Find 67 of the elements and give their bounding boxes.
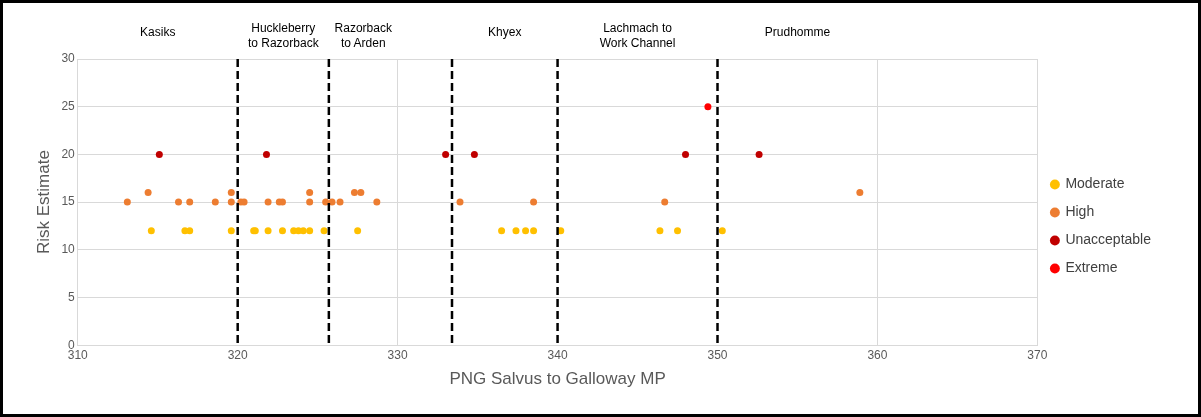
- point: [211, 198, 219, 206]
- y-tick-label: 30: [61, 51, 76, 66]
- point: [498, 227, 506, 235]
- point: [656, 227, 664, 235]
- point: [674, 227, 682, 235]
- point: [306, 227, 314, 235]
- point: [456, 198, 464, 206]
- text: Khyex: [488, 25, 522, 40]
- point: [227, 227, 235, 235]
- point: [306, 189, 314, 197]
- point: [718, 227, 726, 235]
- point: [155, 150, 163, 158]
- legend-label: High: [1065, 203, 1095, 220]
- x-tick-label: 350: [707, 347, 728, 362]
- point: [856, 189, 864, 197]
- point: [530, 227, 538, 235]
- point: [186, 198, 194, 206]
- point: [147, 227, 155, 235]
- y-axis-title: Risk Estimate: [33, 150, 53, 255]
- y-tick-label: 20: [61, 146, 76, 161]
- legend-label: Moderate: [1065, 175, 1125, 192]
- point: [320, 227, 328, 235]
- point: [350, 189, 358, 197]
- x-tick-label: 360: [867, 347, 888, 362]
- point: [470, 150, 478, 158]
- x-tick-label: 340: [547, 347, 568, 362]
- point: [530, 198, 538, 206]
- text: Prudhomme: [764, 25, 831, 40]
- point: [661, 198, 669, 206]
- y-tick-label: 10: [61, 242, 76, 257]
- point: [522, 227, 530, 235]
- point: [264, 198, 272, 206]
- point: [512, 227, 520, 235]
- x-tick-label: 370: [1027, 347, 1048, 362]
- point: [227, 198, 235, 206]
- text: Razorback to Arden: [334, 21, 393, 51]
- text: Lachmach to Work Channel: [599, 21, 676, 51]
- point: [264, 227, 272, 235]
- y-tick-label: 15: [61, 194, 76, 209]
- point: [123, 198, 131, 206]
- point: [278, 227, 286, 235]
- legend-label: Unacceptable: [1065, 231, 1152, 248]
- point: [442, 150, 450, 158]
- point: [354, 227, 362, 235]
- point: [682, 150, 690, 158]
- point: [328, 198, 336, 206]
- text: Huckleberry to Razorback: [247, 21, 320, 51]
- point: [262, 150, 270, 158]
- point: [186, 227, 194, 235]
- point: [175, 198, 183, 206]
- point: [704, 103, 712, 111]
- point: [306, 198, 314, 206]
- point: [299, 227, 307, 235]
- point: [322, 198, 330, 206]
- point: [144, 189, 152, 197]
- point: [373, 198, 381, 206]
- text: Kasiks: [140, 25, 176, 40]
- point: [357, 189, 365, 197]
- point: [755, 150, 763, 158]
- point: [336, 198, 344, 206]
- legend-label: Extreme: [1065, 259, 1118, 276]
- y-tick-label: 25: [61, 99, 76, 114]
- x-tick-label: 320: [227, 347, 249, 362]
- y-tick-label: 5: [68, 289, 76, 304]
- point: [227, 189, 235, 197]
- x-tick-label: 330: [387, 347, 408, 362]
- x-axis-title: PNG Salvus to Galloway MP: [449, 369, 666, 389]
